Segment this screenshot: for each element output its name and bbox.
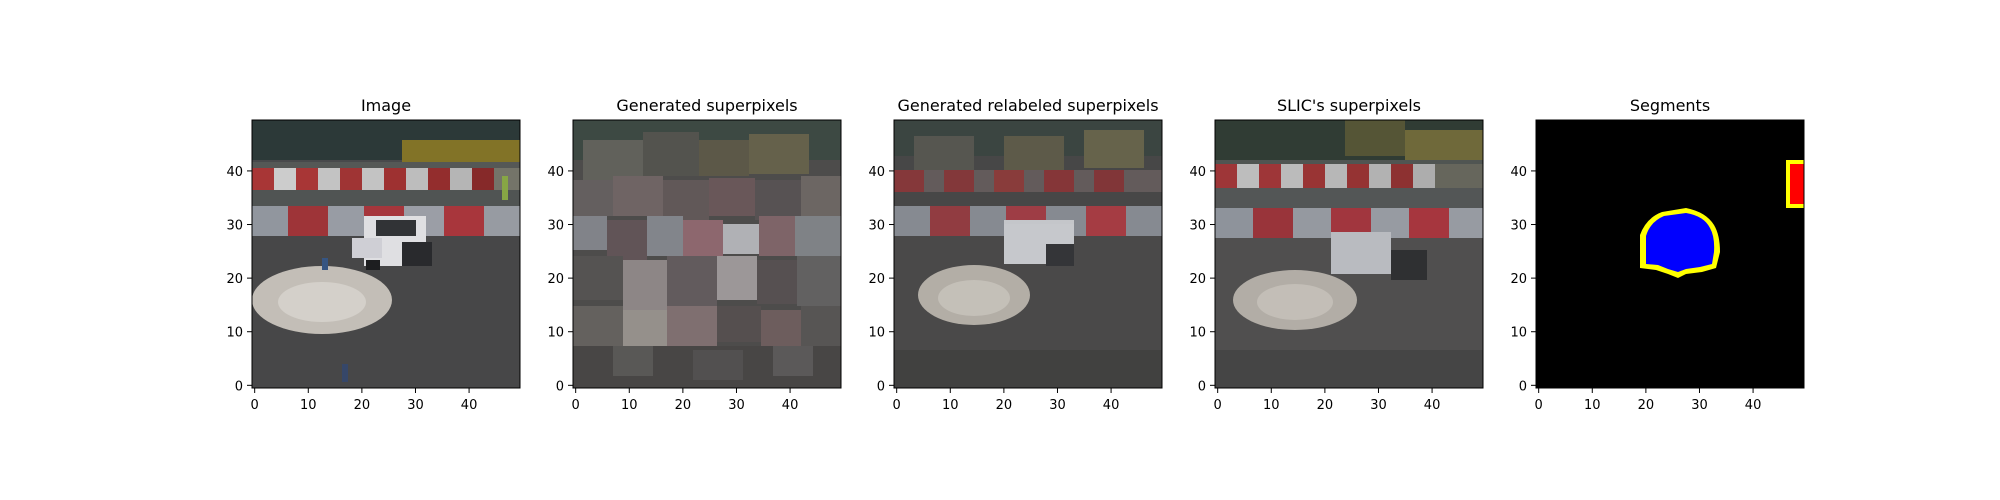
y-tick-label: 20 (1189, 272, 1206, 287)
y-tick-label: 30 (226, 219, 243, 234)
x-tick-label: 20 (1638, 398, 1655, 413)
x-tick-label: 10 (1263, 398, 1280, 413)
x-tick-label: 0 (1214, 398, 1222, 413)
segment-red (1790, 164, 1804, 204)
x-tick-label: 40 (1103, 398, 1120, 413)
panel-title: Generated relabeled superpixels (897, 96, 1158, 115)
y-tick-label: 20 (1510, 272, 1527, 287)
y-tick-label: 10 (1510, 326, 1527, 341)
y-tick-label: 30 (1510, 219, 1527, 234)
y-tick-label: 30 (547, 219, 564, 234)
panel-title: SLIC's superpixels (1277, 96, 1421, 115)
segments-raster (1536, 120, 1804, 388)
slic-superpixels-raster (1215, 120, 1483, 388)
panel-image: Image (251, 96, 521, 389)
y-tick-label: 40 (1510, 165, 1527, 180)
x-tick-label: 30 (1691, 398, 1708, 413)
y-tick-label: 40 (226, 165, 243, 180)
x-tick-label: 20 (354, 398, 371, 413)
y-tick-label: 20 (226, 272, 243, 287)
x-tick-label: 30 (1049, 398, 1066, 413)
y-tick-label: 10 (547, 326, 564, 341)
segment-blue (1646, 213, 1715, 272)
y-tick-label: 0 (235, 379, 243, 394)
panel-segments: Segments (1535, 96, 1805, 389)
y-tick-label: 0 (556, 379, 564, 394)
x-tick-label: 30 (407, 398, 424, 413)
x-tick-label: 10 (942, 398, 959, 413)
x-tick-label: 40 (1745, 398, 1762, 413)
y-tick-label: 0 (1198, 379, 1206, 394)
panel-relabeled-superpixels: Generated relabeled superpixels (893, 96, 1163, 389)
x-tick-label: 0 (572, 398, 580, 413)
x-tick-label: 10 (300, 398, 317, 413)
panel-title: Image (361, 96, 411, 115)
x-tick-label: 0 (1535, 398, 1543, 413)
y-tick-label: 10 (868, 326, 885, 341)
y-tick-label: 30 (868, 219, 885, 234)
x-tick-label: 0 (251, 398, 259, 413)
x-tick-label: 40 (461, 398, 478, 413)
panel-slic-superpixels: SLIC's superpixels (1214, 96, 1484, 389)
y-tick-label: 40 (1189, 165, 1206, 180)
panel-title: Segments (1630, 96, 1710, 115)
x-tick-label: 20 (996, 398, 1013, 413)
x-tick-label: 30 (1370, 398, 1387, 413)
relabeled-superpixels-raster (894, 120, 1162, 388)
x-tick-label: 10 (621, 398, 638, 413)
panel-title: Generated superpixels (616, 96, 797, 115)
y-tick-label: 40 (868, 165, 885, 180)
y-tick-label: 20 (547, 272, 564, 287)
panel-generated-superpixels: Generated superpixels (572, 96, 842, 389)
y-tick-label: 10 (226, 326, 243, 341)
y-tick-label: 0 (1519, 379, 1527, 394)
x-tick-label: 40 (1424, 398, 1441, 413)
x-tick-label: 20 (1317, 398, 1334, 413)
x-tick-label: 30 (728, 398, 745, 413)
x-tick-label: 10 (1584, 398, 1601, 413)
axis-ticks: 0 10 20 30 40 0 10 20 30 40 0 10 20 30 40 0 10 20 30 40 0 10 2… (226, 165, 1761, 413)
x-tick-label: 0 (893, 398, 901, 413)
y-tick-label: 20 (868, 272, 885, 287)
y-tick-label: 0 (877, 379, 885, 394)
y-tick-label: 40 (547, 165, 564, 180)
image-raster (252, 120, 520, 388)
y-tick-label: 10 (1189, 326, 1206, 341)
x-tick-label: 40 (782, 398, 799, 413)
x-tick-label: 20 (675, 398, 692, 413)
generated-superpixels-raster (573, 120, 841, 388)
y-tick-label: 30 (1189, 219, 1206, 234)
